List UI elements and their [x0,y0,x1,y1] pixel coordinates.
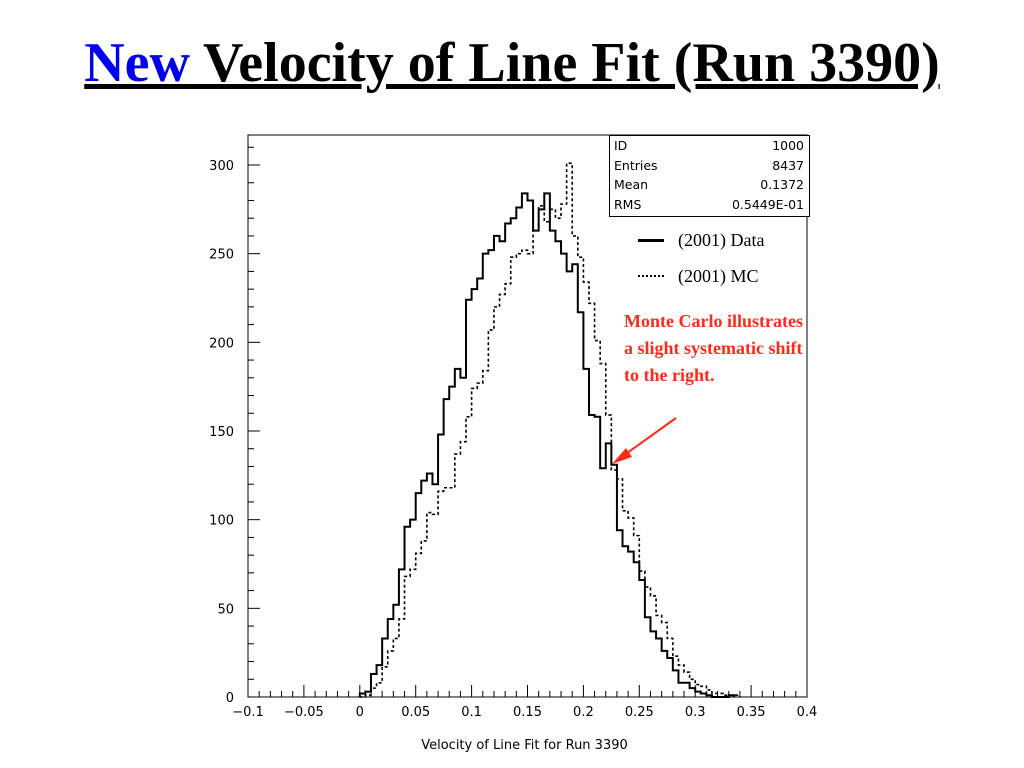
legend-item-data: (2001) Data [638,222,764,258]
series-mc-line [359,162,741,698]
stat-row-id: ID 1000 [614,138,804,153]
x-tick-label: 0 [356,705,364,720]
title-rest: Velocity of Line Fit (Run 3390) [189,32,940,94]
x-tick-label: 0.4 [797,705,818,720]
annotation-arrowhead [612,448,632,464]
annotation-text: Monte Carlo illustrates a slight systema… [624,311,803,385]
x-tick-label: 0.25 [625,705,654,720]
y-tick-label: 150 [209,425,234,440]
x-tick-label: −0.1 [232,705,264,720]
stat-row-entries: Entries 8437 [614,157,804,173]
stat-row-mean: Mean 0.1372 [614,177,804,192]
legend: (2001) Data (2001) MC [638,222,764,294]
x-tick-label: 0.05 [401,705,430,720]
legend-dotted-swatch [638,275,664,277]
x-tick-label: 0.3 [685,705,706,720]
legend-data-label: (2001) Data [678,229,765,250]
legend-mc-label: (2001) MC [678,265,759,286]
x-tick-label: 0.15 [513,705,542,720]
legend-solid-swatch [638,238,664,242]
page-title: New Velocity of Line Fit (Run 3390) [0,30,1024,96]
x-tick-label: −0.05 [284,705,324,720]
x-axis-label: Velocity of Line Fit for Run 3390 [421,738,628,753]
legend-item-mc: (2001) MC [638,258,764,294]
y-tick-label: 50 [217,602,234,617]
title-highlight: New [84,32,190,94]
stats-box: ID 1000 Entries 8437 Mean 0.1372 RMS 0.5449E… [609,135,810,217]
y-tick-label: 100 [209,514,234,529]
x-tick-label: 0.2 [573,705,594,720]
x-tick-label: 0.1 [461,705,482,720]
plot-frame [247,134,808,698]
y-tick-label: 250 [209,248,234,263]
y-tick-label: 0 [226,691,234,706]
y-tick-label: 300 [209,159,234,174]
x-tick-label: 0.35 [737,705,766,720]
y-tick-label: 200 [209,336,234,351]
stat-row-rms: RMS 0.5449E-01 [614,196,804,212]
